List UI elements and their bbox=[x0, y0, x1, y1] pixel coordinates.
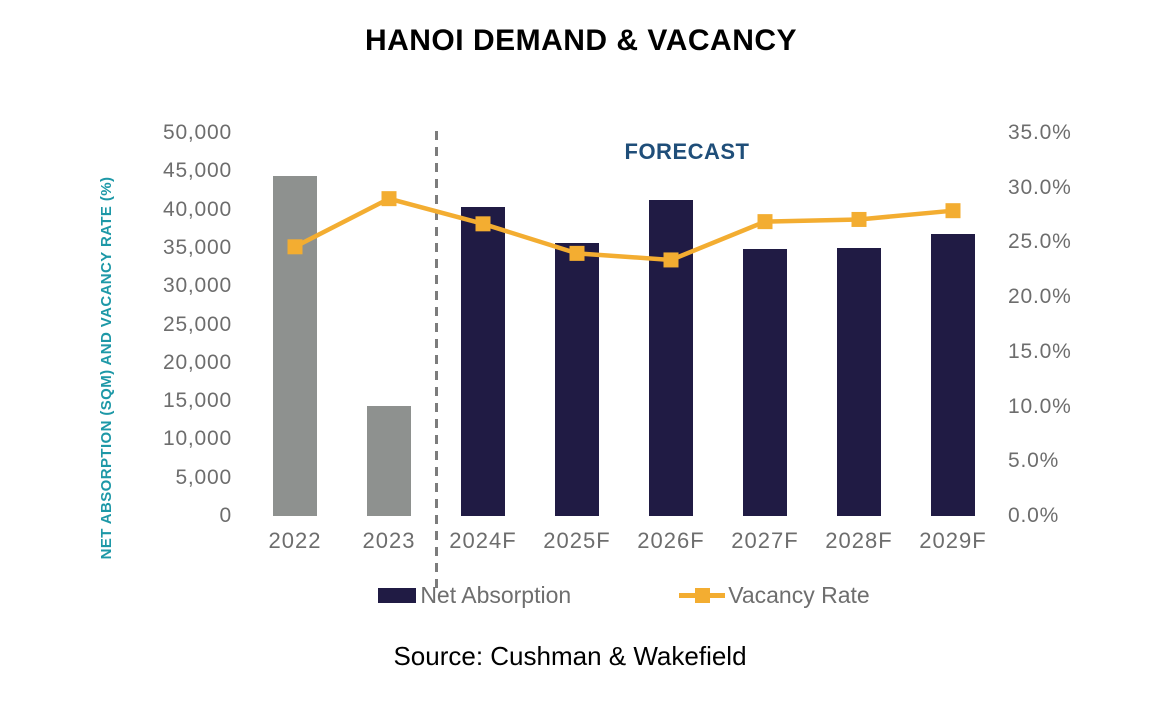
left-axis-tick: 40,000 bbox=[162, 197, 232, 221]
net-absorption-bar-2024F bbox=[461, 206, 505, 516]
left-axis-tick: 15,000 bbox=[162, 389, 232, 413]
legend-item-net-absorption: Net Absorption bbox=[378, 582, 571, 609]
left-axis-tick: 30,000 bbox=[162, 274, 232, 298]
left-axis-tick: 45,000 bbox=[162, 159, 232, 183]
net-absorption-bar-2025F bbox=[555, 243, 599, 516]
vacancy-rate-marker-2028F bbox=[851, 211, 867, 227]
legend-label-net-absorption: Net Absorption bbox=[420, 581, 572, 608]
net-absorption-bar-2029F bbox=[931, 234, 975, 516]
vacancy-rate-marker-2029F bbox=[945, 203, 961, 219]
left-axis-tick: 0 bbox=[219, 504, 232, 527]
vacancy-marker-glyph bbox=[694, 587, 710, 603]
net-absorption-bar-2026F bbox=[649, 200, 693, 516]
x-axis-label-2029F: 2029F bbox=[919, 528, 987, 553]
left-axis-tick: 25,000 bbox=[162, 312, 232, 336]
vacancy-rate-swatch-icon bbox=[679, 587, 726, 603]
right-axis-tick: 15.0% bbox=[1008, 339, 1072, 363]
right-axis-tick: 10.0% bbox=[1008, 394, 1072, 418]
right-axis-tick: 35.0% bbox=[1008, 121, 1072, 144]
legend-label-vacancy-rate: Vacancy Rate bbox=[728, 581, 870, 608]
x-axis-label-2027F: 2027F bbox=[731, 528, 799, 553]
right-axis-tick: 20.0% bbox=[1008, 285, 1072, 309]
x-axis-label-2026F: 2026F bbox=[637, 528, 705, 553]
x-axis-label-2022: 2022 bbox=[268, 528, 322, 553]
legend-item-vacancy-rate: Vacancy Rate bbox=[679, 581, 870, 609]
left-axis-tick: 50,000 bbox=[162, 121, 232, 144]
x-axis-label-2028F: 2028F bbox=[825, 528, 893, 553]
right-axis-tick: 5.0% bbox=[1008, 449, 1060, 473]
right-axis-tick: 25.0% bbox=[1008, 230, 1072, 254]
forecast-divider-line bbox=[434, 131, 438, 591]
source-text: Source: Cushman & Wakefield bbox=[393, 641, 747, 671]
legend: Net Absorption Vacancy Rate bbox=[248, 580, 1000, 610]
net-absorption-swatch-icon bbox=[378, 587, 417, 603]
chart-title: HANOI DEMAND & VACANCY bbox=[364, 24, 798, 57]
net-absorption-bar-2027F bbox=[743, 249, 787, 516]
net-absorption-bar-2028F bbox=[837, 247, 881, 516]
net-absorption-bar-2023 bbox=[367, 406, 411, 516]
left-axis-tick: 10,000 bbox=[162, 427, 232, 451]
net-absorption-bar-2022 bbox=[273, 175, 317, 516]
vacancy-rate-marker-2027F bbox=[757, 214, 773, 230]
right-axis-tick: 0.0% bbox=[1008, 504, 1060, 527]
left-axis-tick: 5,000 bbox=[175, 465, 232, 489]
right-axis-tick: 30.0% bbox=[1008, 175, 1072, 199]
x-axis-label-2025F: 2025F bbox=[543, 528, 611, 553]
left-axis-tick: 20,000 bbox=[162, 350, 232, 374]
vacancy-rate-marker-2023 bbox=[381, 191, 397, 207]
x-axis-label-2024F: 2024F bbox=[449, 528, 517, 553]
forecast-label: FORECAST bbox=[624, 139, 750, 164]
left-axis-tick: 35,000 bbox=[162, 235, 232, 259]
x-axis-label-2023: 2023 bbox=[362, 528, 416, 553]
